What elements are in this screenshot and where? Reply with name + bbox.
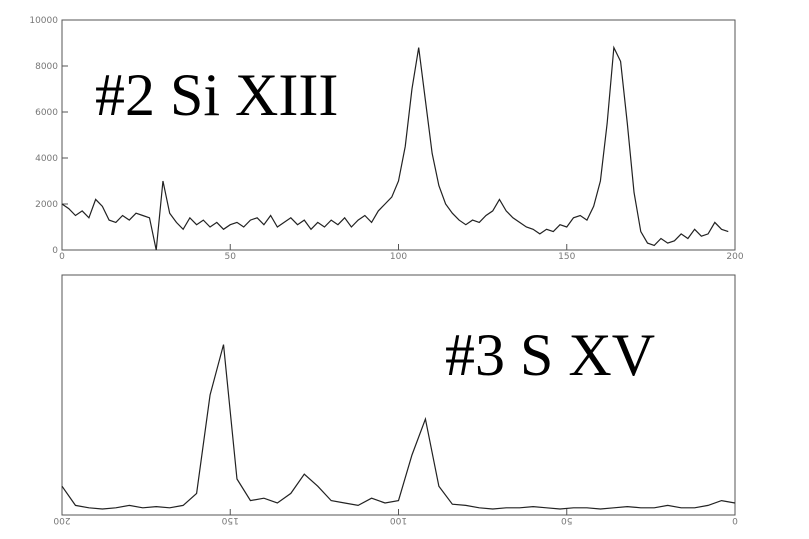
y-tick-label: 0 [52, 246, 58, 256]
y-tick-label: 8000 [35, 62, 58, 72]
x-tick-label: 50 [225, 252, 237, 262]
plot-frame [61, 274, 736, 516]
x-tick-label: 100 [390, 515, 407, 525]
y-tick-label: 2000 [35, 200, 58, 210]
y-tick-label: 10000 [29, 16, 58, 26]
x-tick-label: 200 [726, 252, 743, 262]
x-tick-label: 0 [732, 515, 738, 525]
x-tick-label: 50 [561, 515, 573, 525]
spectrum-line [61, 344, 736, 510]
y-tick-label: 6000 [35, 108, 58, 118]
spectrum-line [61, 45, 729, 251]
y-tick-label: 4000 [35, 154, 58, 164]
x-tick-label: 150 [558, 252, 575, 262]
x-tick-label: 100 [390, 252, 407, 262]
plot-frame [61, 19, 736, 251]
panel-title: #2 Si XIII [95, 62, 338, 128]
x-tick-label: 200 [53, 515, 70, 525]
x-tick-label: 150 [221, 515, 238, 525]
panel-title: #3 S XV [445, 322, 655, 388]
x-tick-label: 0 [59, 252, 65, 262]
